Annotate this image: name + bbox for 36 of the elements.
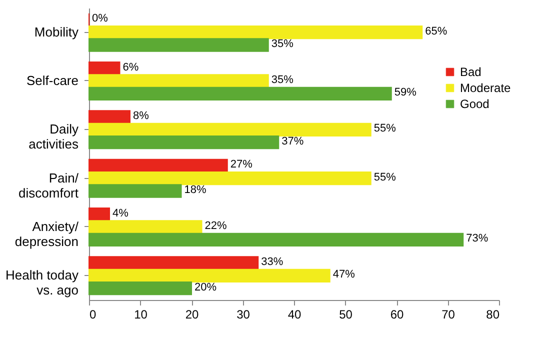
- data-label: 55%: [374, 122, 396, 135]
- x-tick-label: 60: [390, 308, 404, 322]
- y-tick-label: Anxiety/ depression: [14, 219, 79, 249]
- x-tick-label: 50: [339, 308, 353, 322]
- data-label: 8%: [133, 110, 150, 122]
- data-label: 73%: [466, 232, 488, 245]
- x-tick-label: 10: [134, 308, 148, 322]
- legend-label: Moderate: [460, 81, 512, 95]
- data-label: 35%: [271, 74, 294, 86]
- x-tick-label: 80: [486, 308, 500, 322]
- data-label: 18%: [184, 184, 206, 196]
- y-tick-label: Health today vs. ago: [6, 268, 79, 298]
- data-label: 55%: [374, 171, 396, 184]
- data-label: 6%: [122, 61, 139, 74]
- data-label: 59%: [394, 86, 417, 99]
- data-label: 22%: [204, 220, 227, 232]
- x-tick-label: 70: [442, 308, 456, 322]
- x-tick-label: 20: [185, 308, 199, 322]
- data-label: 37%: [282, 135, 304, 148]
- x-tick-label: 0: [90, 308, 96, 322]
- data-label: 35%: [271, 38, 294, 50]
- data-label: 0%: [92, 12, 108, 25]
- y-tick-label: Self-care: [26, 73, 78, 88]
- x-tick-label: 40: [288, 308, 302, 322]
- y-tick-label: Daily activities: [28, 122, 79, 152]
- data-label: 65%: [425, 25, 448, 38]
- data-label: 47%: [332, 268, 356, 281]
- x-tick-label: 30: [236, 308, 250, 322]
- data-label: 27%: [230, 158, 253, 171]
- legend-label: Bad: [460, 65, 482, 79]
- data-label: 4%: [112, 207, 129, 220]
- data-label: 20%: [194, 281, 217, 294]
- data-label: 33%: [261, 256, 284, 268]
- legend-label: Good: [460, 97, 490, 111]
- y-tick-label: Mobility: [34, 24, 79, 40]
- y-tick-label: Pain/ discomfort: [18, 170, 79, 200]
